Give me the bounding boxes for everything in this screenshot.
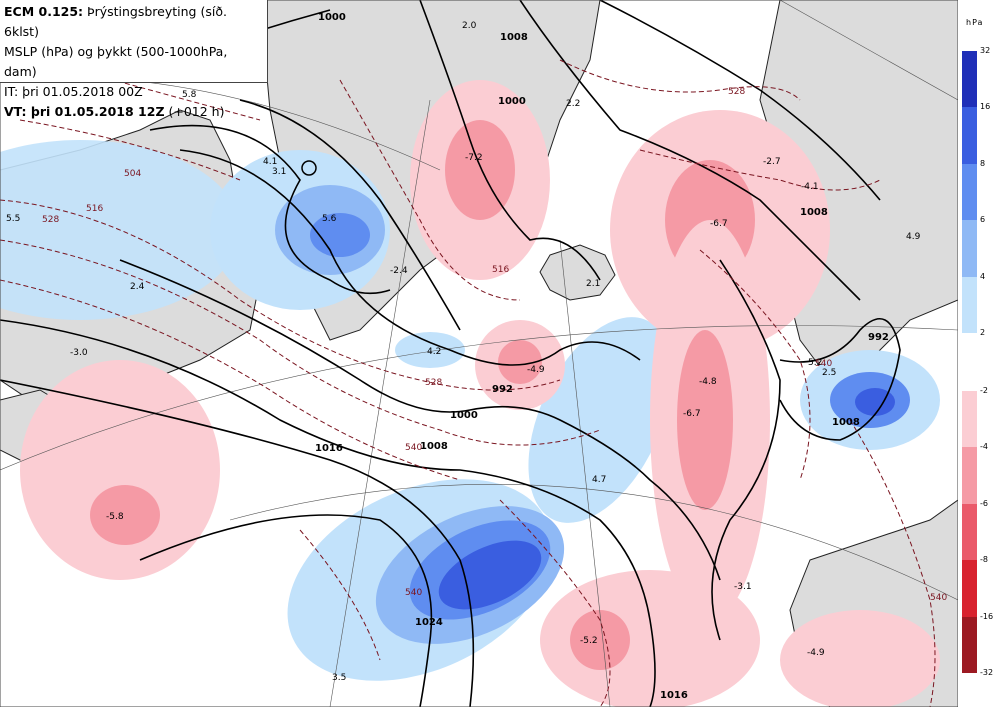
change-label: 5.8 — [182, 90, 197, 100]
thickness-label: 540 — [930, 593, 947, 603]
thickness-label: 540 — [405, 588, 422, 598]
change-label: 4.7 — [592, 475, 606, 485]
model-label: ECM 0.125: — [4, 4, 84, 19]
isobars — [0, 0, 901, 707]
color-legend: hPa 32 16 8 6 4 2 -2 -4 -6 -8 -16 -32 — [958, 0, 1000, 707]
isobar-label: 1008 — [500, 32, 528, 43]
isobar-label: 1008 — [420, 441, 448, 452]
legend-swatch — [962, 51, 977, 108]
change-label: 4.9 — [906, 232, 921, 242]
legend-tick-label: 32 — [980, 46, 991, 55]
legend-swatch — [962, 616, 977, 673]
pressure-change-map: 1000 1008 1000 992 1000 1008 1016 1024 1… — [0, 0, 958, 707]
legend-tick-label: -16 — [980, 611, 994, 621]
change-label: 3.1 — [272, 167, 286, 177]
change-label: 2.0 — [462, 21, 477, 31]
legend-swatch — [962, 107, 977, 164]
legend-tick-label: 2 — [980, 328, 986, 337]
change-label: 2.1 — [586, 279, 600, 289]
isobar-label: 992 — [868, 332, 889, 343]
change-label: -3.0 — [70, 348, 88, 358]
change-label: 5.6 — [322, 214, 337, 224]
legend-tick-label: 4 — [980, 271, 986, 281]
legend-tick-label: 6 — [980, 215, 986, 225]
legend-tick-label: -8 — [980, 555, 988, 565]
change-label: -2.4 — [390, 266, 408, 276]
change-label: -4.1 — [801, 182, 819, 192]
isobar-label: 1008 — [800, 207, 828, 218]
change-label: 4.2 — [427, 347, 441, 357]
change-label: 2.5 — [822, 368, 836, 378]
isobar-label: 1016 — [315, 443, 343, 454]
change-label: -6.7 — [710, 219, 728, 229]
legend-swatch — [962, 560, 977, 617]
legend-tick-label: -6 — [980, 498, 988, 508]
legend-swatch — [962, 447, 977, 504]
change-label: 5.2 — [808, 358, 822, 368]
low-center-marker — [301, 160, 317, 176]
change-label: -5.2 — [580, 636, 598, 646]
thickness-label: 516 — [86, 204, 103, 214]
isobar-label: 1024 — [415, 617, 443, 628]
field-name: Þrýstingsbreyting (síð. 6klst) — [4, 4, 227, 39]
init-time: IT: þri 01.05.2018 00Z — [4, 84, 143, 99]
thickness-label: 528 — [728, 87, 745, 97]
change-label: 4.1 — [263, 157, 277, 167]
legend-tick-label: 16 — [980, 102, 991, 112]
legend-swatch — [962, 163, 977, 221]
thickness-label: 528 — [42, 215, 59, 225]
subtitle-line: MSLP (hPa) og þykkt (500-1000hPa, dam) — [4, 44, 228, 79]
title-line: ECM 0.125: Þrýstingsbreyting (síð. 6klst… — [4, 2, 263, 42]
change-label: -7.2 — [465, 153, 483, 163]
isobar-label: 1008 — [832, 417, 860, 428]
isobar-label: 1000 — [498, 96, 526, 107]
change-label: 3.5 — [332, 673, 346, 683]
lead-time: (+012 h) — [164, 104, 225, 119]
change-label: 2.2 — [566, 99, 580, 109]
change-label: -3.1 — [734, 582, 752, 592]
isobar-label: 1000 — [450, 410, 478, 421]
negative-change-shading — [20, 80, 940, 707]
legend-tick-label: -32 — [980, 668, 994, 677]
change-label: 5.5 — [6, 214, 20, 224]
valid-time: VT: þri 01.05.2018 12Z — [4, 104, 165, 119]
legend-tick-label: 8 — [980, 158, 986, 168]
legend-tick-label: -2 — [980, 386, 988, 395]
thickness-label: 516 — [492, 265, 509, 275]
change-label: -4.8 — [699, 377, 717, 387]
valid-time-line: VT: þri 01.05.2018 12Z (+012 h) — [4, 102, 263, 122]
map-info-box: ECM 0.125: Þrýstingsbreyting (síð. 6klst… — [0, 0, 268, 119]
change-label: -4.9 — [527, 365, 545, 375]
legend-swatch — [962, 391, 977, 448]
isobar-label: 1000 — [318, 12, 346, 23]
legend-tick-label: -4 — [980, 442, 988, 452]
thickness-label: 540 — [815, 359, 832, 369]
map-labels: 1000 1008 1000 992 1000 1008 1016 1024 1… — [6, 12, 947, 701]
change-label: -4.9 — [807, 648, 825, 658]
legend-swatch — [962, 220, 977, 277]
isobar-label: 992 — [492, 384, 513, 395]
change-label: 2.4 — [130, 282, 145, 292]
thickness-label: 528 — [425, 378, 442, 388]
isobar-label: 1016 — [660, 690, 688, 701]
thickness-label: 540 — [405, 443, 422, 453]
thickness-label: 504 — [124, 169, 141, 179]
iceland-land — [539, 244, 616, 301]
legend-unit: hPa — [966, 18, 984, 27]
legend-swatch — [962, 503, 977, 561]
change-label: -2.7 — [763, 157, 781, 167]
legend-swatch — [962, 276, 977, 333]
change-label: -5.8 — [106, 512, 124, 522]
change-label: -6.7 — [683, 409, 701, 419]
thickness-contours — [0, 59, 936, 707]
